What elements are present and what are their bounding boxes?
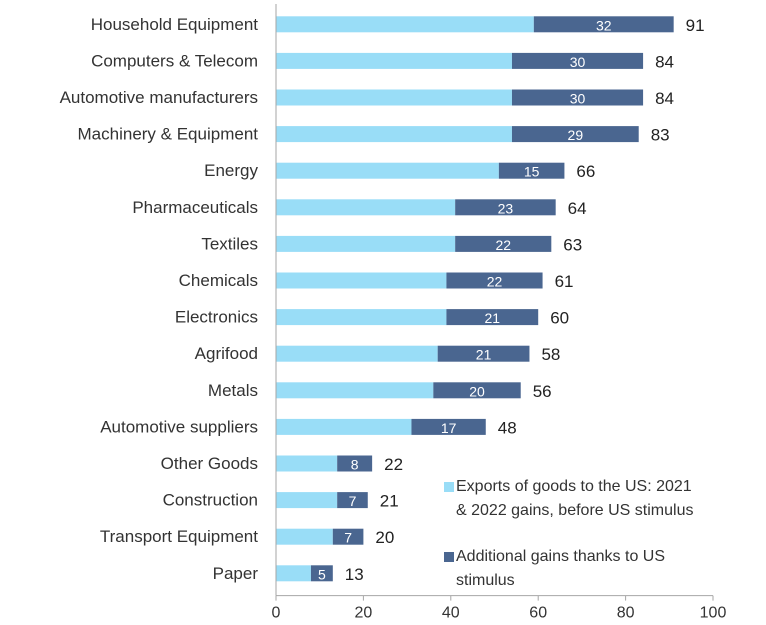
- legend-label: stimulus: [456, 572, 515, 589]
- bar-additional: [446, 272, 543, 289]
- bar-base: [276, 455, 338, 472]
- total-value-label: 84: [655, 89, 674, 108]
- category-label: Textiles: [201, 234, 258, 253]
- additional-value-label: 22: [495, 237, 511, 253]
- additional-value-label: 23: [498, 200, 514, 216]
- additional-value-label: 30: [570, 54, 586, 70]
- additional-value-label: 30: [570, 91, 586, 107]
- additional-value-label: 7: [349, 493, 357, 509]
- legend-swatch-base: [444, 482, 454, 492]
- bar-additional: [433, 382, 521, 399]
- legend-label: Exports of goods to the US: 2021: [456, 478, 692, 495]
- bar-additional: [437, 345, 530, 362]
- bar-additional: [533, 16, 674, 33]
- total-value-label: 63: [563, 235, 582, 254]
- additional-value-label: 8: [351, 457, 359, 473]
- additional-value-label: 22: [487, 274, 503, 290]
- bar-base: [276, 309, 447, 326]
- total-value-label: 20: [375, 528, 394, 547]
- bar-additional: [337, 492, 368, 509]
- category-label: Pharmaceuticals: [132, 198, 258, 217]
- bar-base: [276, 199, 456, 216]
- category-label: Automotive suppliers: [100, 417, 258, 436]
- bar-base: [276, 162, 499, 179]
- bar-additional: [332, 528, 364, 545]
- category-label: Transport Equipment: [100, 527, 258, 546]
- x-tick-label: 60: [529, 605, 547, 622]
- bar-additional: [511, 52, 644, 69]
- additional-value-label: 21: [485, 310, 501, 326]
- bar-base: [276, 345, 438, 362]
- x-tick-label: 20: [355, 605, 373, 622]
- additional-value-label: 17: [441, 420, 457, 436]
- bar-additional: [455, 235, 552, 252]
- category-label: Metals: [208, 381, 258, 400]
- total-value-label: 66: [576, 162, 595, 181]
- bar-base: [276, 52, 512, 69]
- category-label: Automotive manufacturers: [60, 88, 258, 107]
- bar-additional: [455, 199, 556, 216]
- bar-base: [276, 89, 512, 106]
- bar-base: [276, 235, 456, 252]
- bar-additional: [411, 418, 486, 435]
- additional-value-label: 21: [476, 347, 492, 363]
- total-value-label: 58: [541, 345, 560, 364]
- category-label: Household Equipment: [91, 15, 259, 34]
- bar-base: [276, 492, 338, 509]
- category-label: Computers & Telecom: [91, 51, 258, 70]
- x-tick-label: 40: [442, 605, 460, 622]
- bar-additional: [498, 162, 565, 179]
- additional-value-label: 7: [344, 530, 352, 546]
- bar-additional: [337, 455, 373, 472]
- x-tick-label: 100: [700, 605, 727, 622]
- bar-additional: [511, 126, 639, 143]
- legend-label: Additional gains thanks to US: [456, 548, 665, 565]
- total-value-label: 64: [568, 199, 587, 218]
- bar-base: [276, 16, 534, 33]
- additional-value-label: 5: [318, 566, 326, 582]
- total-value-label: 83: [651, 126, 670, 145]
- total-value-label: 84: [655, 52, 674, 71]
- bar-base: [276, 565, 311, 582]
- legend-label: & 2022 gains, before US stimulus: [456, 502, 693, 519]
- bar-additional: [310, 565, 333, 582]
- additional-value-label: 20: [469, 383, 485, 399]
- total-value-label: 22: [384, 455, 403, 474]
- category-label: Construction: [163, 491, 258, 510]
- total-value-label: 91: [686, 16, 705, 35]
- category-label: Other Goods: [161, 454, 258, 473]
- x-tick-label: 0: [272, 605, 281, 622]
- bar-base: [276, 382, 434, 399]
- bar-base: [276, 528, 333, 545]
- category-label: Agrifood: [195, 344, 258, 363]
- category-label: Machinery & Equipment: [78, 125, 259, 144]
- total-value-label: 61: [555, 272, 574, 291]
- bar-additional: [511, 89, 644, 106]
- total-value-label: 13: [345, 565, 364, 584]
- total-value-label: 21: [380, 492, 399, 511]
- total-value-label: 60: [550, 309, 569, 328]
- additional-value-label: 32: [596, 17, 612, 33]
- x-tick-label: 80: [617, 605, 635, 622]
- additional-value-label: 29: [568, 127, 584, 143]
- category-label: Electronics: [175, 308, 258, 327]
- category-label: Paper: [213, 564, 259, 583]
- bar-base: [276, 418, 412, 435]
- total-value-label: 56: [533, 382, 552, 401]
- bar-additional: [446, 309, 539, 326]
- total-value-label: 48: [498, 418, 517, 437]
- category-label: Chemicals: [179, 271, 258, 290]
- category-label: Energy: [204, 161, 258, 180]
- additional-value-label: 15: [524, 164, 540, 180]
- legend-swatch-additional: [444, 552, 454, 562]
- bar-base: [276, 126, 512, 143]
- bar-base: [276, 272, 447, 289]
